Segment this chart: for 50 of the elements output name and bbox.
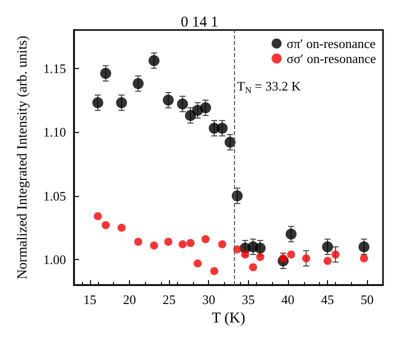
point	[254, 242, 266, 254]
x-tick-label: 20	[122, 292, 136, 308]
point	[134, 238, 142, 246]
point	[94, 212, 102, 220]
x-tick-label: 30	[202, 292, 216, 308]
point	[92, 97, 104, 108]
point	[324, 256, 332, 265]
point	[322, 241, 334, 252]
y-tick-label: 1.15	[43, 60, 66, 76]
point	[177, 98, 188, 110]
point	[132, 78, 144, 90]
point	[202, 235, 210, 244]
point	[186, 239, 194, 248]
x-tick-label: 15	[83, 292, 96, 308]
point	[358, 241, 370, 252]
point	[118, 224, 126, 232]
x-tick-label: 40	[281, 292, 294, 308]
point	[178, 240, 187, 248]
point	[224, 136, 236, 148]
point	[200, 102, 212, 114]
x-tick-label: 25	[162, 292, 176, 308]
point	[286, 228, 297, 240]
x-tick-label: 45	[321, 292, 334, 308]
chart-title: 0 14 1	[180, 14, 218, 30]
point	[150, 242, 158, 250]
point	[148, 55, 160, 66]
x-tick-label: 35	[242, 292, 255, 308]
y-tick-label: 1.00	[43, 252, 66, 268]
legend-label: σσ′ on-resonance	[286, 51, 376, 66]
legend-label: σπ′ on-resonance	[286, 36, 376, 51]
point	[162, 94, 174, 106]
point	[232, 190, 243, 202]
y-tick-label: 1.05	[43, 188, 66, 204]
point	[100, 68, 112, 79]
y-tick-label: 1.10	[43, 124, 66, 140]
point	[218, 240, 226, 248]
point	[287, 250, 296, 258]
point	[233, 245, 242, 254]
point	[164, 238, 172, 246]
point	[210, 267, 218, 276]
point	[116, 97, 128, 108]
point	[249, 263, 258, 272]
x-tick-label: 50	[360, 292, 374, 308]
point	[302, 254, 310, 262]
point	[331, 250, 340, 258]
point	[194, 259, 202, 268]
point	[216, 122, 228, 134]
point	[102, 221, 110, 230]
y-axis-title: Normalized Integrated Intensity (arb. units)	[16, 35, 30, 280]
x-axis-title: T (K)	[212, 310, 246, 326]
